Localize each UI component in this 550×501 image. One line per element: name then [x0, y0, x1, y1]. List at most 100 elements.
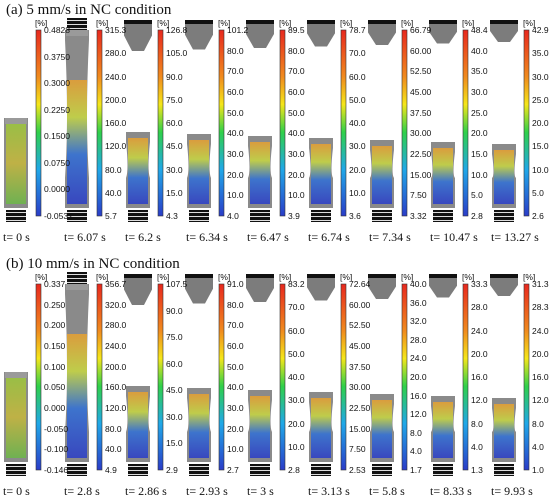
colorbar-tick-label: 35.0	[471, 66, 488, 77]
colorbar-tick-label: 12.0	[410, 409, 427, 420]
colorbar	[96, 29, 103, 217]
colorbar-tick-label: -0.146	[44, 465, 69, 475]
time-label: t= 9.93 s	[491, 484, 533, 498]
colorbar-tick-label: 20.0	[471, 348, 488, 359]
time-label: t= 8.33 s	[430, 484, 472, 498]
specimen-strain-map	[490, 20, 518, 222]
colorbar-tick-label: 70.0	[349, 48, 366, 59]
colorbar-tick-label: 105.0	[166, 48, 188, 59]
colorbar-tick-label: 10.0	[532, 164, 549, 175]
colorbar-tick-label: 8.0	[471, 418, 483, 429]
colorbar-tick-label: 120.0	[105, 141, 127, 152]
colorbar-tick-label: 1.0	[532, 465, 544, 475]
colorbar-tick-label: 200.0	[105, 361, 127, 372]
colorbar-tick-label: 30.00	[410, 128, 432, 139]
colorbar-tick-label: 60.0	[166, 118, 183, 128]
colorbar-tick-label: 28.0	[471, 302, 488, 313]
colorbar	[340, 283, 347, 471]
colorbar-unit-label: [%]	[279, 18, 292, 28]
colorbar-tick-label: 4.0	[227, 211, 239, 221]
colorbar-unit-label: [%]	[35, 18, 48, 28]
colorbar-tick-label: 80.0	[105, 164, 122, 175]
colorbar-tick-label: 4.9	[105, 465, 117, 475]
colorbar-tick-label: 25.0	[532, 94, 549, 105]
colorbar-tick-label: -0.050	[44, 423, 69, 434]
colorbar-tick-label: 70.0	[227, 66, 244, 77]
colorbar	[96, 283, 103, 471]
colorbar-tick-label: 40.0	[105, 444, 122, 455]
colorbar-tick-label: 16.0	[410, 390, 427, 401]
colorbar-tick-label: 10.0	[227, 444, 244, 455]
time-label: t= 6.07 s	[64, 230, 106, 244]
colorbar-tick-label: 30.0	[166, 411, 183, 422]
colorbar-tick-label: 5.0	[471, 190, 483, 201]
colorbar-tick-label: 50.0	[227, 107, 244, 118]
panel-title: (b) 10 mm/s in NC condition	[6, 256, 180, 272]
colorbar-tick-label: 10.0	[288, 441, 305, 452]
colorbar-tick-label: 15.0	[471, 149, 488, 159]
colorbar-unit-label: [%]	[401, 18, 414, 28]
colorbar-tick-label: 320.0	[105, 299, 127, 310]
colorbar-tick-label: 0.3750	[44, 51, 70, 62]
colorbar-tick-label: 120.0	[105, 403, 127, 413]
colorbar-tick-label: 2.53	[349, 465, 366, 475]
colorbar-tick-label: 240.0	[105, 341, 127, 351]
colorbar-tick-label: 22.50	[349, 403, 371, 413]
colorbar-tick-label: 2.7	[227, 465, 239, 475]
colorbar-tick-label: 28.0	[410, 334, 427, 345]
colorbar-tick-label: 12.0	[471, 395, 488, 406]
colorbar-tick-label: 30.0	[471, 87, 488, 97]
colorbar	[523, 29, 530, 217]
colorbar	[279, 29, 286, 217]
colorbar-tick-label: -0.0532	[44, 211, 73, 221]
specimen-strain-map	[65, 272, 89, 476]
specimen-strain-map	[368, 274, 396, 476]
colorbar-tick-label: 32.0	[410, 316, 427, 327]
time-label: t= 2.8 s	[64, 484, 100, 498]
colorbar-tick-label: 66.79	[410, 25, 432, 35]
colorbar-unit-label: [%]	[340, 272, 353, 282]
colorbar-unit-label: [%]	[96, 272, 109, 282]
colorbar-tick-label: 60.0	[349, 71, 366, 82]
colorbar-tick-label: 28.3	[532, 302, 549, 313]
colorbar-tick-label: 0.150	[44, 341, 66, 351]
colorbar-tick-label: 52.50	[410, 66, 432, 77]
colorbar-tick-label: 35.0	[532, 48, 549, 59]
colorbar-tick-label: 15.00	[410, 169, 432, 180]
colorbar-tick-label: 30.0	[227, 149, 244, 159]
colorbar-tick-label: 20.0	[471, 128, 488, 139]
colorbar-tick-label: 5.0	[532, 187, 544, 198]
specimen-strain-map	[124, 20, 152, 222]
specimen-strain-map	[307, 20, 335, 222]
colorbar-tick-label: 50.0	[349, 94, 366, 105]
colorbar-tick-label: 37.50	[349, 361, 371, 372]
colorbar-tick-label: 22.50	[410, 149, 432, 159]
time-label: t= 6.2 s	[125, 230, 161, 244]
colorbar-tick-label: 24.0	[471, 325, 488, 336]
colorbar-tick-label: 70.0	[288, 302, 305, 313]
colorbar-tick-label: 10.0	[471, 169, 488, 180]
colorbar	[157, 283, 164, 471]
colorbar-tick-label: 52.50	[349, 320, 371, 331]
colorbar-tick-label: 60.00	[410, 45, 432, 56]
colorbar-tick-label: 20.0	[532, 118, 549, 128]
colorbar-tick-label: 7.50	[410, 190, 427, 201]
colorbar	[340, 29, 347, 217]
colorbar-tick-label: 45.00	[349, 341, 371, 351]
colorbar-tick-label: 30.00	[349, 382, 371, 393]
colorbar-tick-label: 75.0	[166, 94, 183, 105]
colorbar-unit-label: [%]	[157, 18, 170, 28]
colorbar-tick-label: 60.0	[288, 87, 305, 97]
colorbar-tick-label: 3.32	[410, 211, 427, 221]
time-label: t= 6.74 s	[308, 230, 350, 244]
colorbar-tick-label: 10.0	[227, 190, 244, 201]
colorbar-tick-label: 0.0750	[44, 157, 70, 168]
specimen-strain-map	[490, 274, 518, 476]
colorbar-tick-label: 20.0	[227, 169, 244, 180]
time-label: t= 2.93 s	[186, 484, 228, 498]
specimen-strain-map	[246, 20, 274, 222]
colorbar-unit-label: [%]	[462, 18, 475, 28]
colorbar-tick-label: 30.0	[349, 141, 366, 152]
colorbar-tick-label: 12.0	[532, 395, 549, 406]
